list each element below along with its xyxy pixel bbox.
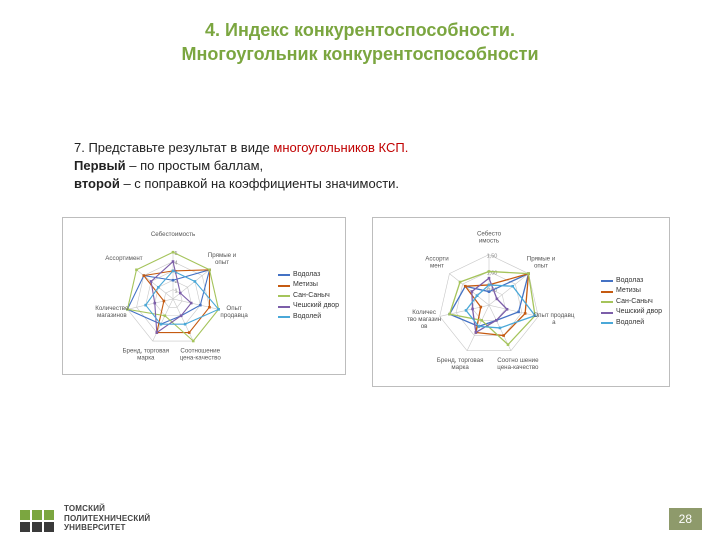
svg-text:Бренд, торговаямарка: Бренд, торговаямарка (437, 357, 484, 371)
body-p2-bold: Первый (74, 158, 126, 173)
svg-text:Количество магазинов: Количество магазинов (407, 309, 441, 330)
footer: ТОМСКИЙ ПОЛИТЕХНИЧЕСКИЙ УНИВЕРСИТЕТ (20, 504, 150, 532)
svg-text:Ассортимент: Ассортимент (105, 255, 143, 262)
legend-swatch-icon (601, 312, 613, 314)
svg-text:Опытпродавца: Опытпродавца (220, 305, 248, 319)
legend-item: Водолаз (278, 270, 339, 281)
uni-l3: УНИВЕРСИТЕТ (64, 523, 150, 532)
svg-text:Количествомагазинов: Количествомагазинов (95, 305, 129, 319)
legend-item: Сан-Саныч (278, 291, 339, 302)
legend-item: Сан-Саныч (601, 297, 662, 308)
legend-2: ВодолазМетизыСан-СанычЧешский дворВодоле… (595, 276, 662, 329)
svg-text:Прямые иопыт: Прямые иопыт (208, 252, 237, 266)
svg-text:Опыт продавца: Опыт продавца (533, 312, 575, 326)
legend-label: Чешский двор (616, 307, 662, 318)
body-p3-bold: второй (74, 176, 120, 191)
radar-chart-1: 12345СебестоимостьПрямые иопытОпытпродав… (62, 217, 346, 375)
page-number: 28 (669, 508, 702, 530)
legend-swatch-icon (601, 301, 613, 303)
legend-label: Сан-Саныч (293, 291, 330, 302)
svg-text:Соотношениецена-качество: Соотношениецена-качество (180, 348, 222, 362)
uni-l2: ПОЛИТЕХНИЧЕСКИЙ (64, 514, 150, 523)
svg-text:1,50: 1,50 (487, 254, 498, 260)
svg-text:1: 1 (174, 289, 177, 295)
tpu-logo-icon (20, 510, 54, 532)
radar-svg-1: 12345СебестоимостьПрямые иопытОпытпродав… (73, 223, 272, 369)
legend-label: Водолаз (293, 270, 320, 281)
svg-text:Прямые иопыт: Прямые иопыт (527, 256, 556, 270)
legend-swatch-icon (278, 306, 290, 308)
university-name: ТОМСКИЙ ПОЛИТЕХНИЧЕСКИЙ УНИВЕРСИТЕТ (64, 504, 150, 532)
legend-swatch-icon (278, 295, 290, 297)
legend-swatch-icon (278, 285, 290, 287)
svg-text:Себестоимость: Себестоимость (151, 231, 195, 238)
legend-label: Метизы (293, 280, 318, 291)
svg-text:4: 4 (174, 261, 177, 267)
body-p2-rest: – по простым баллам, (126, 158, 264, 173)
legend-label: Водолей (616, 318, 644, 329)
radar-svg-2: 0,501,001,50СебестоимостьПрямые иопытОпы… (383, 223, 595, 381)
legend-1: ВодолазМетизыСан-СанычЧешский дворВодоле… (272, 270, 339, 323)
legend-item: Водолей (601, 318, 662, 329)
legend-item: Чешский двор (278, 301, 339, 312)
uni-l1: ТОМСКИЙ (64, 504, 150, 513)
legend-item: Метизы (278, 280, 339, 291)
body-p1a: 7. Представьте результат в виде (74, 140, 273, 155)
slide-title: 4. Индекс конкурентоспособности. Многоуг… (0, 0, 720, 67)
svg-text:Бренд, торговаямарка: Бренд, торговаямарка (122, 348, 169, 362)
body-text: 7. Представьте результат в виде многоуго… (0, 67, 720, 194)
legend-item: Метизы (601, 286, 662, 297)
svg-text:Ассортимент: Ассортимент (425, 256, 449, 270)
radar-chart-2: 0,501,001,50СебестоимостьПрямые иопытОпы… (372, 217, 670, 387)
legend-label: Водолаз (616, 276, 643, 287)
title-line-1: 4. Индекс конкурентоспособности. (0, 18, 720, 42)
body-p1-red: многоугольников КСП. (273, 140, 408, 155)
legend-swatch-icon (278, 274, 290, 276)
legend-label: Сан-Саныч (616, 297, 653, 308)
title-line-2: Многоугольник конкурентоспособности (0, 42, 720, 66)
legend-label: Чешский двор (293, 301, 339, 312)
legend-item: Водолаз (601, 276, 662, 287)
body-line-2: Первый – по простым баллам, (74, 157, 646, 175)
legend-item: Водолей (278, 312, 339, 323)
legend-swatch-icon (601, 280, 613, 282)
charts-row: 12345СебестоимостьПрямые иопытОпытпродав… (0, 193, 720, 387)
svg-text:Соотно шениецена-качество: Соотно шениецена-качество (497, 357, 539, 371)
svg-text:Себестоимость: Себестоимость (477, 231, 502, 245)
body-line-1: 7. Представьте результат в виде многоуго… (74, 139, 646, 157)
legend-swatch-icon (601, 322, 613, 324)
body-line-3: второй – с поправкой на коэффициенты зна… (74, 175, 646, 193)
legend-label: Водолей (293, 312, 321, 323)
legend-swatch-icon (601, 291, 613, 293)
legend-label: Метизы (616, 286, 641, 297)
legend-item: Чешский двор (601, 307, 662, 318)
body-p3-rest: – с поправкой на коэффициенты значимости… (120, 176, 399, 191)
legend-swatch-icon (278, 316, 290, 318)
